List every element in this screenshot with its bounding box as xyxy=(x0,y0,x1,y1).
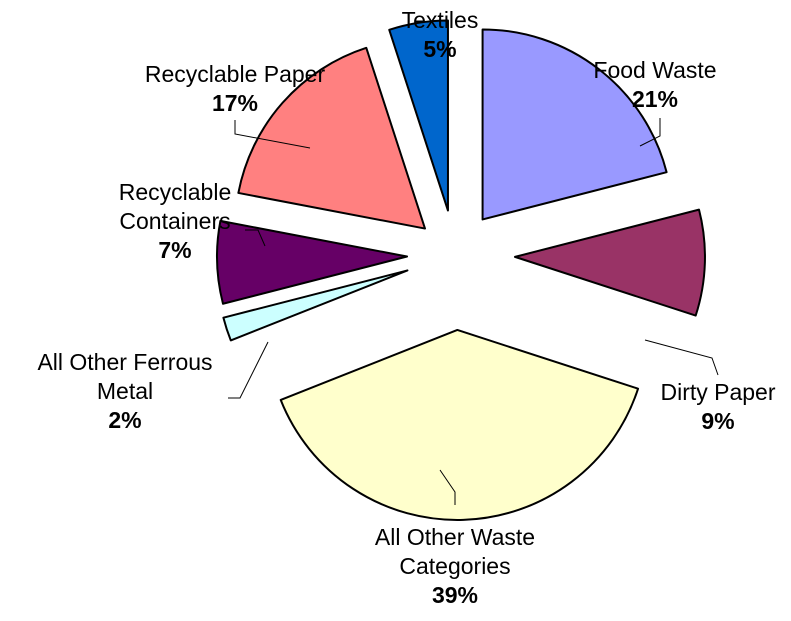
leader-recyclable-paper xyxy=(234,120,311,149)
leader-recyclable-containers xyxy=(245,229,266,247)
slice-recyclable-paper xyxy=(237,46,426,230)
label-percent: 21% xyxy=(632,86,678,112)
leader-dirty-paper xyxy=(644,339,719,376)
label-dirty-paper: Dirty Paper 9% xyxy=(660,379,775,434)
label-name-line: All Other Waste xyxy=(375,524,535,550)
label-food-waste: Food Waste 21% xyxy=(593,57,716,112)
label-name-line: Dirty Paper xyxy=(660,379,775,405)
slice-textiles xyxy=(388,19,449,212)
slice-all-other-ferrous-metal xyxy=(222,269,409,342)
label-percent: 7% xyxy=(158,237,191,263)
label-percent: 39% xyxy=(432,582,478,608)
label-percent: 5% xyxy=(423,36,456,62)
slice-recyclable-containers xyxy=(216,219,409,305)
label-textiles: Textiles 5% xyxy=(402,7,479,62)
label-name-line: All Other Ferrous xyxy=(37,349,212,375)
label-name-line: Recyclable Paper xyxy=(145,61,326,87)
slice-labels: Food Waste 21% Dirty Paper 9% All Other Wast… xyxy=(37,7,775,608)
leader-lines xyxy=(228,118,719,505)
label-name-line: Textiles xyxy=(402,7,479,33)
label-name-line: Metal xyxy=(97,378,153,404)
label-percent: 9% xyxy=(701,408,734,434)
leader-food-waste xyxy=(639,118,661,147)
slice-dirty-paper xyxy=(513,208,706,317)
pie-slices xyxy=(216,19,706,521)
label-recyclable-containers: Recyclable Containers 7% xyxy=(119,179,232,263)
label-percent: 17% xyxy=(212,90,258,116)
label-name-line: Categories xyxy=(399,553,510,579)
label-name-line: Recyclable xyxy=(119,179,232,205)
leader-all-other-waste-categories xyxy=(439,469,456,505)
label-all-other-waste-categories: All Other Waste Categories 39% xyxy=(375,524,535,608)
label-name-line: Food Waste xyxy=(593,57,716,83)
label-all-other-ferrous-metal: All Other Ferrous Metal 2% xyxy=(37,349,212,433)
label-percent: 2% xyxy=(108,407,141,433)
label-name-line: Containers xyxy=(119,208,230,234)
label-recyclable-paper: Recyclable Paper 17% xyxy=(145,61,326,116)
slice-food-waste xyxy=(481,28,668,221)
leader-all-other-ferrous-metal xyxy=(228,341,269,399)
slice-all-other-waste-categories xyxy=(279,328,640,521)
